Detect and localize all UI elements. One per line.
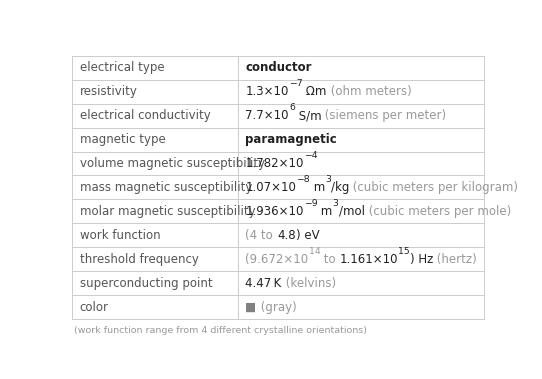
Text: (4 to: (4 to — [246, 229, 277, 242]
Text: (siemens per meter): (siemens per meter) — [321, 109, 447, 122]
Text: (cubic meters per mole): (cubic meters per mole) — [365, 205, 511, 218]
Text: 1.161×10: 1.161×10 — [340, 253, 398, 266]
Text: 4.8: 4.8 — [277, 229, 295, 242]
Text: paramagnetic: paramagnetic — [246, 133, 337, 146]
Text: threshold frequency: threshold frequency — [80, 253, 198, 266]
Text: 14: 14 — [308, 247, 320, 256]
Text: (hertz): (hertz) — [433, 253, 477, 266]
Text: ) eV: ) eV — [295, 229, 319, 242]
Text: (cubic meters per kilogram): (cubic meters per kilogram) — [350, 181, 519, 194]
Text: −7: −7 — [289, 80, 302, 88]
Text: (9.672×10: (9.672×10 — [246, 253, 308, 266]
Text: to: to — [320, 253, 340, 266]
Text: ■: ■ — [246, 301, 256, 314]
Text: 6: 6 — [289, 103, 295, 113]
Text: volume magnetic susceptibility: volume magnetic susceptibility — [80, 157, 264, 170]
Text: 3: 3 — [333, 199, 339, 208]
Text: Ωm: Ωm — [302, 85, 327, 98]
Text: 1.07×10: 1.07×10 — [246, 181, 296, 194]
Text: (gray): (gray) — [256, 301, 296, 314]
Text: molar magnetic susceptibility: molar magnetic susceptibility — [80, 205, 255, 218]
Text: /kg: /kg — [331, 181, 350, 194]
Text: magnetic type: magnetic type — [80, 133, 165, 146]
Text: (kelvins): (kelvins) — [282, 277, 336, 290]
Text: conductor: conductor — [246, 61, 312, 74]
Text: 3: 3 — [325, 175, 331, 184]
Text: 7.7×10: 7.7×10 — [246, 109, 289, 122]
Text: 1.782×10: 1.782×10 — [246, 157, 304, 170]
Text: m: m — [310, 181, 325, 194]
Text: superconducting point: superconducting point — [80, 277, 212, 290]
Text: resistivity: resistivity — [80, 85, 137, 98]
Text: work function: work function — [80, 229, 160, 242]
Text: electrical conductivity: electrical conductivity — [80, 109, 210, 122]
Text: m: m — [318, 205, 333, 218]
Text: 4.47 K: 4.47 K — [246, 277, 282, 290]
Text: −9: −9 — [304, 199, 318, 208]
Text: mass magnetic susceptibility: mass magnetic susceptibility — [80, 181, 252, 194]
Text: ) Hz: ) Hz — [410, 253, 433, 266]
Text: −8: −8 — [296, 175, 310, 184]
Text: electrical type: electrical type — [80, 61, 164, 74]
Text: (ohm meters): (ohm meters) — [327, 85, 411, 98]
Text: −4: −4 — [304, 151, 318, 160]
Text: 1.3×10: 1.3×10 — [246, 85, 289, 98]
Text: (work function range from 4 different crystalline orientations): (work function range from 4 different cr… — [74, 326, 367, 335]
Text: S/m: S/m — [295, 109, 321, 122]
Text: 15: 15 — [398, 247, 410, 256]
Text: 1.936×10: 1.936×10 — [246, 205, 304, 218]
Text: color: color — [80, 301, 108, 314]
Text: /mol: /mol — [339, 205, 365, 218]
